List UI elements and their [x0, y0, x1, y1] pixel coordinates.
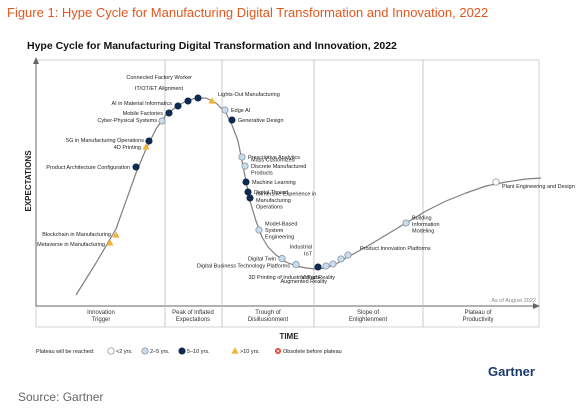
figure-title: Figure 1: Hype Cycle for Manufacturing D… — [7, 5, 489, 20]
label-cyber-physical-systems: Cyber-Physical Systems — [97, 118, 157, 124]
point-mass-customized-discrete-manufactured-products — [241, 162, 249, 170]
label-5g-in-manufacturing-operations: 5G in Manufacturing Operations — [66, 138, 144, 144]
label-4d-printing: 4D Printing — [114, 145, 141, 151]
point-mobile-factories — [165, 109, 173, 117]
point-digital-twin — [278, 255, 286, 263]
label-virtual-reality: Virtual Reality — [301, 275, 335, 281]
phase-plateau-of-productivity: Plateau of Productivity — [462, 310, 493, 323]
point-metaverse-in-manufacturing — [106, 239, 114, 246]
source-note: Source: Gartner — [18, 390, 104, 404]
legend-marker-y5to10 — [178, 347, 186, 355]
date-note: As of August 2022 — [491, 298, 536, 304]
legend-label-gt10: >10 yrs. — [240, 349, 260, 355]
point-digital-business-technology-platforms — [292, 261, 300, 269]
point-connected-factory-worker — [194, 94, 202, 102]
point-immersive-experience-in-manufacturing-operations — [246, 194, 254, 202]
point-cyber-physical-systems — [158, 117, 166, 125]
legend-label-y2to5: 2–5 yrs. — [150, 349, 170, 355]
y-axis-label: EXPECTATIONS — [24, 150, 33, 212]
label-3d-printing-of-industrial-parts: 3D Printing of Industrial Parts — [248, 275, 320, 281]
point-edge-ai — [221, 106, 229, 114]
label-edge-ai: Edge AI — [231, 108, 251, 114]
point-plant-engineering-and-design — [492, 178, 500, 186]
label-product-innovation-platforms: Product Innovation Platforms — [360, 246, 431, 252]
legend-label-obsolete: Obsolete before plateau — [283, 349, 342, 355]
label-model-based-system-engineering: Model-Based System Engineering — [265, 221, 297, 240]
point-augmented-reality — [329, 260, 337, 268]
point-virtual-reality — [337, 255, 345, 263]
legend-marker-gt10 — [231, 347, 239, 354]
legend-label-lt2: <2 yrs. — [116, 349, 133, 355]
label-generative-design: Generative Design — [238, 118, 284, 124]
label-plant-engineering-and-design: Plant Engineering and Design — [502, 184, 575, 190]
point-blockchain-in-manufacturing — [112, 231, 120, 238]
point-generative-design — [228, 116, 236, 124]
point-model-based-system-engineering — [255, 226, 263, 234]
point-it-ot-et-alignment — [184, 97, 192, 105]
label-digital-business-technology-platforms: Digital Business Technology Platforms — [197, 264, 290, 270]
x-axis-label: TIME — [279, 332, 299, 341]
label-connected-factory-worker: Connected Factory Worker — [126, 75, 192, 81]
legend-marker-y2to5 — [141, 347, 149, 355]
legend: Plateau will be reached: <2 yrs. 2–5 yrs. 5… — [36, 347, 342, 355]
y-axis-arrow — [33, 57, 39, 64]
point-industrial-iot — [314, 263, 322, 271]
label-augmented-reality: Augmented Reality — [281, 279, 328, 285]
legend-marker-obsolete — [275, 348, 281, 354]
label-digital-twin: Digital Twin — [248, 257, 276, 263]
point-3d-printing-of-industrial-parts — [322, 262, 330, 270]
phase-innovation-trigger: Innovation Trigger — [87, 310, 115, 323]
label-immersive-experience-in-manufacturing-operations: Immersive Experience in Manufacturing Oper… — [256, 191, 316, 210]
point-product-architecture-configuration — [132, 163, 140, 171]
label-blockchain-in-manufacturing: Blockchain in Manufacturing — [42, 232, 111, 238]
label-lights-out-manufacturing: Lights-Out Manufacturing — [218, 92, 280, 98]
label-mass-customized-discrete-manufactured-products: Mass Customized Discrete Manufactured Prod… — [251, 157, 306, 176]
label-product-architecture-configuration: Product Architecture Configuration — [46, 165, 130, 171]
phase-peak-of-inflated-expectations: Peak of Inflated Expectations — [172, 310, 214, 323]
label-it-ot-et-alignment: IT/OT/ET Alignment — [135, 86, 184, 92]
legend-marker-lt2 — [107, 347, 115, 355]
label-ai-in-material-informatics: AI in Material Informatics — [111, 101, 172, 107]
x-axis-arrow — [533, 303, 540, 309]
point-ai-in-material-informatics — [174, 102, 182, 110]
point-4d-printing — [142, 143, 150, 150]
point-building-information-modeling — [402, 219, 410, 227]
label-mobile-factories: Mobile Factories — [123, 111, 164, 117]
point-5g-in-manufacturing-operations — [145, 137, 153, 145]
point-digital-thread — [244, 188, 252, 196]
chart-title: Hype Cycle for Manufacturing Digital Tra… — [27, 40, 397, 52]
legend-title: Plateau will be reached: — [36, 349, 95, 355]
label-industrial-iot: Industrial IoT — [290, 245, 313, 258]
point-lights-out-manufacturing — [208, 97, 216, 104]
legend-label-y5to10: 5–10 yrs. — [187, 349, 210, 355]
label-machine-learning: Machine Learning — [252, 180, 296, 186]
point-machine-learning — [242, 178, 250, 186]
label-prescriptive-analytics: Prescriptive Analytics — [248, 155, 300, 161]
label-building-information-modeling: Building Information Modeling — [412, 215, 440, 234]
label-digital-thread: Digital Thread — [254, 190, 288, 196]
phase-slope-of-enlightenment: Slope of Enlightenment — [349, 310, 388, 323]
point-product-innovation-platforms — [344, 251, 352, 259]
label-metaverse-in-manufacturing: Metaverse in Manufacturing — [37, 242, 105, 248]
phase-trough-of-disillusionment: Trough of Disillusionment — [248, 310, 289, 323]
point-prescriptive-analytics — [238, 153, 246, 161]
gartner-logo: Gartner — [488, 364, 535, 379]
